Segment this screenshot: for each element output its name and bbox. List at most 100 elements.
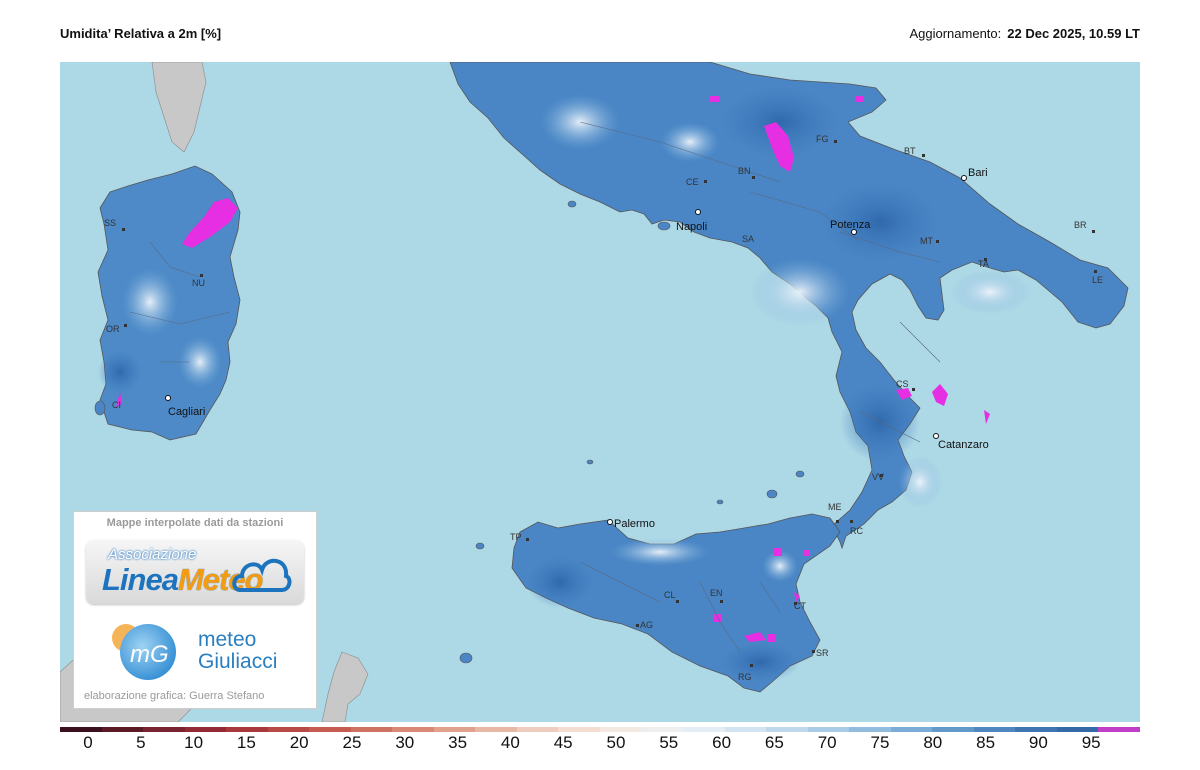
colorbar-tick-label: 90 <box>1028 733 1048 752</box>
province-code: TA <box>978 259 989 269</box>
corsica-land <box>151 62 207 153</box>
colorbar-tick-label: 60 <box>712 733 732 752</box>
lineameteo-brand: LineaMeteo <box>102 562 264 598</box>
province-code: CE <box>686 177 699 187</box>
city-marker <box>607 519 613 525</box>
colorbar-tick-label: 5 <box>136 733 146 752</box>
colorbar-segment <box>309 727 351 732</box>
saturation-zone <box>182 198 238 248</box>
colorbar-tick-label: 0 <box>83 733 93 752</box>
city-label: Cagliari <box>168 406 205 418</box>
province-code: CI <box>112 400 121 410</box>
island <box>94 400 106 416</box>
city-marker <box>695 209 701 215</box>
saturation-zone <box>116 392 122 407</box>
colorbar-segment <box>641 727 683 732</box>
saturation-zone <box>764 122 794 172</box>
dry-zone <box>950 270 1030 314</box>
colorbar-tick-label: 40 <box>500 733 520 752</box>
province-code: AG <box>640 620 653 630</box>
province-borders <box>129 241 231 363</box>
province-code: VV <box>872 472 884 482</box>
cloud-icon <box>232 559 292 592</box>
dry-zone <box>750 258 850 326</box>
island <box>657 221 671 231</box>
colorbar-tick-label: 20 <box>289 733 309 752</box>
province-code: CT <box>794 601 806 611</box>
update-timestamp: Aggiornamento: 22 Dec 2025, 10.59 LT <box>909 26 1140 41</box>
province-code: SR <box>816 648 829 658</box>
colorbar-tick-label: 65 <box>764 733 784 752</box>
province-code: BT <box>904 146 916 156</box>
wet-zone <box>98 350 142 394</box>
province-code: BN <box>738 166 751 176</box>
dry-zone <box>610 538 710 566</box>
province-code: SS <box>104 218 116 228</box>
island <box>766 489 778 499</box>
colorbar-segment <box>143 727 185 732</box>
lineameteo-assoc-text: Associazione <box>108 546 197 563</box>
province-code: OR <box>106 324 120 334</box>
colorbar-segment <box>599 727 642 732</box>
province-code: MT <box>920 236 933 246</box>
province-code: RC <box>850 526 863 536</box>
city-marker <box>933 433 939 439</box>
graphics-credit: elaborazione grafica: Guerra Stefano <box>84 690 265 702</box>
province-code: TP <box>510 532 522 542</box>
colorbar-tick-label: 25 <box>342 733 362 752</box>
wet-zone <box>720 642 800 682</box>
wet-zone <box>720 86 840 158</box>
island <box>459 652 473 664</box>
colorbar <box>60 727 1140 732</box>
mg-initials: mG <box>130 641 169 668</box>
province-borders <box>579 121 941 443</box>
colorbar-segment <box>101 727 144 732</box>
colorbar-segment <box>1056 727 1099 732</box>
lineameteo-logo: Associazione LineaMeteo <box>86 540 304 604</box>
province-code: LE <box>1092 275 1103 285</box>
city-label: Napoli <box>676 221 707 233</box>
logo-caption: Mappe interpolate dati da stazioni <box>106 517 284 529</box>
colorbar-segment <box>433 727 476 732</box>
update-label: Aggiornamento: <box>909 26 1002 41</box>
province-code: NU <box>192 278 205 288</box>
colorbar-segment <box>1015 727 1057 732</box>
province-borders <box>579 561 781 653</box>
cape-bon-land <box>321 651 369 722</box>
colorbar-segment <box>475 727 517 732</box>
island <box>475 542 485 550</box>
city-label: Potenza <box>830 219 871 231</box>
province-code: CL <box>664 590 676 600</box>
colorbar-segment <box>392 727 434 732</box>
city-marker <box>961 175 967 181</box>
colorbar-segment <box>890 727 933 732</box>
update-value: 22 Dec 2025, 10.59 LT <box>1007 26 1140 41</box>
island <box>795 470 805 478</box>
colorbar-tick-label: 85 <box>976 733 996 752</box>
dry-zone <box>660 122 720 162</box>
island <box>716 499 724 505</box>
province-code: SA <box>742 234 754 244</box>
colorbar-tick-label: 95 <box>1081 733 1101 752</box>
colorbar-segment <box>558 727 600 732</box>
colorbar-segment <box>1098 727 1140 732</box>
province-code: ME <box>828 502 842 512</box>
colorbar-segment <box>807 727 850 732</box>
province-code: BR <box>1074 220 1087 230</box>
city-label: Palermo <box>614 518 655 530</box>
city-label: Bari <box>968 167 988 179</box>
dry-zone <box>898 456 942 508</box>
colorbar-tick-label: 55 <box>659 733 679 752</box>
colorbar-segment <box>766 727 808 732</box>
colorbar-segment <box>849 727 891 732</box>
wet-zone <box>820 182 940 262</box>
colorbar-ticks: 0 5 10 15 20 25 30 35 40 45 50 55 60 65 70 75 80 85 90 95 <box>60 733 1140 753</box>
colorbar-tick-label: 35 <box>448 733 468 752</box>
colorbar-segment <box>932 727 974 732</box>
meteogiuliacci-logo-icon: mG <box>112 624 176 680</box>
colorbar-segment <box>184 727 227 732</box>
province-code: FG <box>816 134 829 144</box>
colorbar-segment <box>682 727 725 732</box>
dry-zone <box>122 268 178 336</box>
city-marker <box>851 229 857 235</box>
